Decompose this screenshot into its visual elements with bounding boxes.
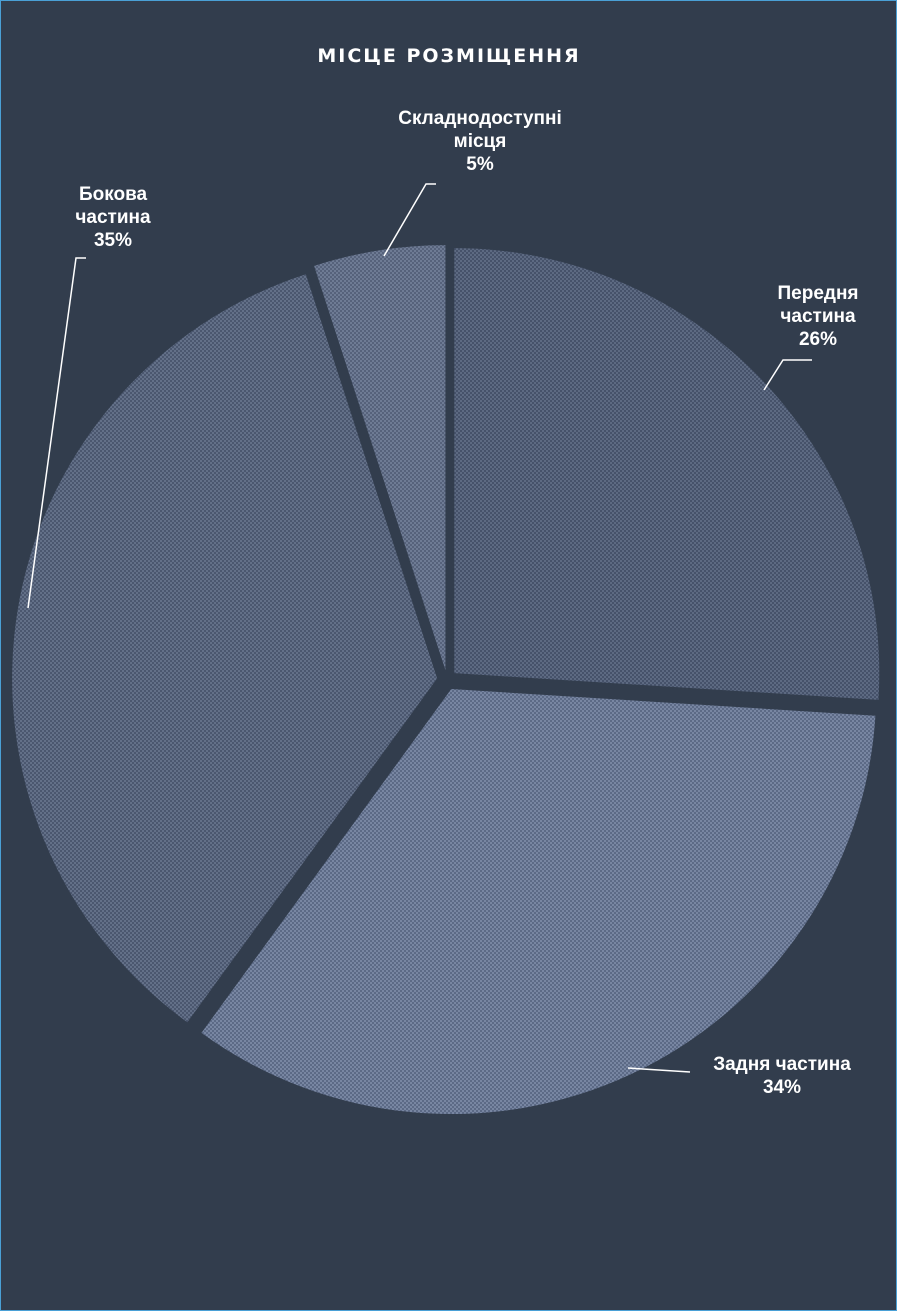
slice-rear [201,689,876,1115]
slice-hard-to-reach [314,245,446,671]
slice-front-value-label: 26% [799,329,837,350]
chart-title: МІСЦЕ РОЗМІЩЕННЯ [317,45,580,67]
slice-front-leader-line [763,359,812,391]
slice-rear-label: Задня частина [713,1054,851,1075]
slice-side-label: Бокова [79,184,148,205]
slice-hard-to-reach-label: Складнодоступні [398,108,562,129]
slice-front-label: Передня [777,283,858,304]
slice-side-leader-line [27,257,86,609]
slice-rear-value-label: 34% [763,1077,801,1098]
slice-front-label: частина [780,306,856,327]
slice-front [454,248,880,700]
slice-side-value-label: 35% [94,230,132,251]
slice-hard-to-reach-label: місця [454,131,507,152]
slice-hard-to-reach-leader-line [383,183,436,257]
slice-rear-leader-line [627,1067,691,1073]
slice-side [12,274,438,1023]
slice-hard-to-reach-value-label: 5% [466,154,494,175]
slice-side-label: частина [75,207,151,228]
slices-layer [12,245,880,1115]
